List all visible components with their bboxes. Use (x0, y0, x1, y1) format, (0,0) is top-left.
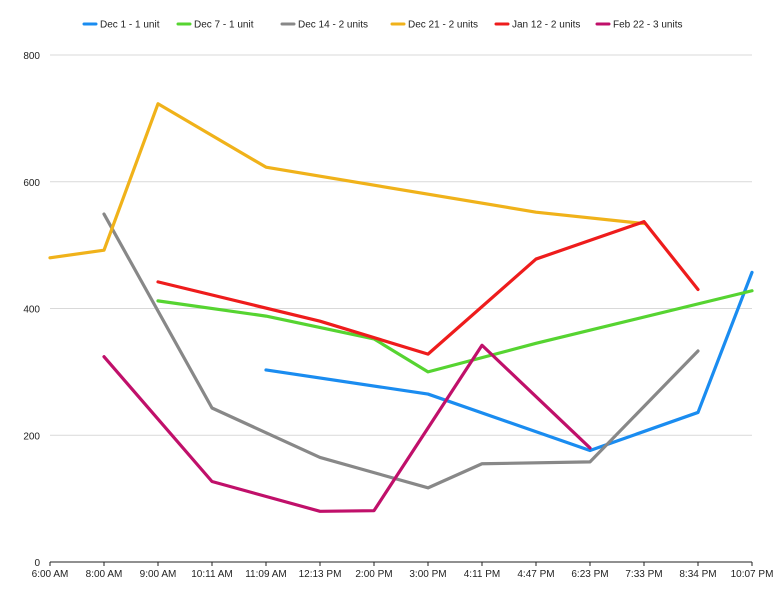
series-line-1 (264, 270, 754, 453)
axes: 0 200 400 600 800 6:00 AM 8:00 AM 9:00 AM 10:11 … (23, 51, 773, 580)
series-line-4 (48, 102, 646, 260)
x-tick-label: 10:07 PM (731, 569, 774, 580)
series-line-5 (156, 220, 700, 356)
legend-label: Feb 22 - 3 units (613, 20, 682, 31)
x-tick-label: 8:34 PM (679, 569, 716, 580)
y-tick-label: 0 (34, 558, 40, 569)
x-tick-label: 12:13 PM (299, 569, 342, 580)
x-tick-label: 4:47 PM (517, 569, 554, 580)
legend-label: Jan 12 - 2 units (512, 20, 580, 31)
x-tick-label: 2:00 PM (355, 569, 392, 580)
legend: Dec 1 - 1 unit Dec 7 - 1 unit Dec 14 - 2 u… (82, 20, 682, 31)
y-tick-label: 400 (23, 305, 40, 316)
series-line-6 (102, 343, 592, 513)
x-tick-label: 6:00 AM (32, 569, 69, 580)
series-line-2 (156, 289, 754, 374)
legend-label: Dec 21 - 2 units (408, 20, 478, 31)
x-tick-label: 7:33 PM (625, 569, 662, 580)
series-line-3 (102, 212, 700, 490)
legend-label: Dec 7 - 1 unit (194, 20, 254, 31)
legend-label: Dec 1 - 1 unit (100, 20, 160, 31)
y-tick-label: 200 (23, 431, 40, 442)
x-tick-label: 6:23 PM (571, 569, 608, 580)
y-tick-label: 800 (23, 51, 40, 62)
x-tick-label: 4:11 PM (464, 569, 501, 580)
series-lines (48, 102, 754, 513)
legend-label: Dec 14 - 2 units (298, 20, 368, 31)
x-tick-label: 10:11 AM (191, 569, 233, 580)
x-tick-label: 3:00 PM (409, 569, 446, 580)
y-tick-label: 600 (23, 178, 40, 189)
x-tick-label: 8:00 AM (86, 569, 123, 580)
x-tick-label: 11:09 AM (245, 569, 287, 580)
x-tick-label: 9:00 AM (140, 569, 177, 580)
